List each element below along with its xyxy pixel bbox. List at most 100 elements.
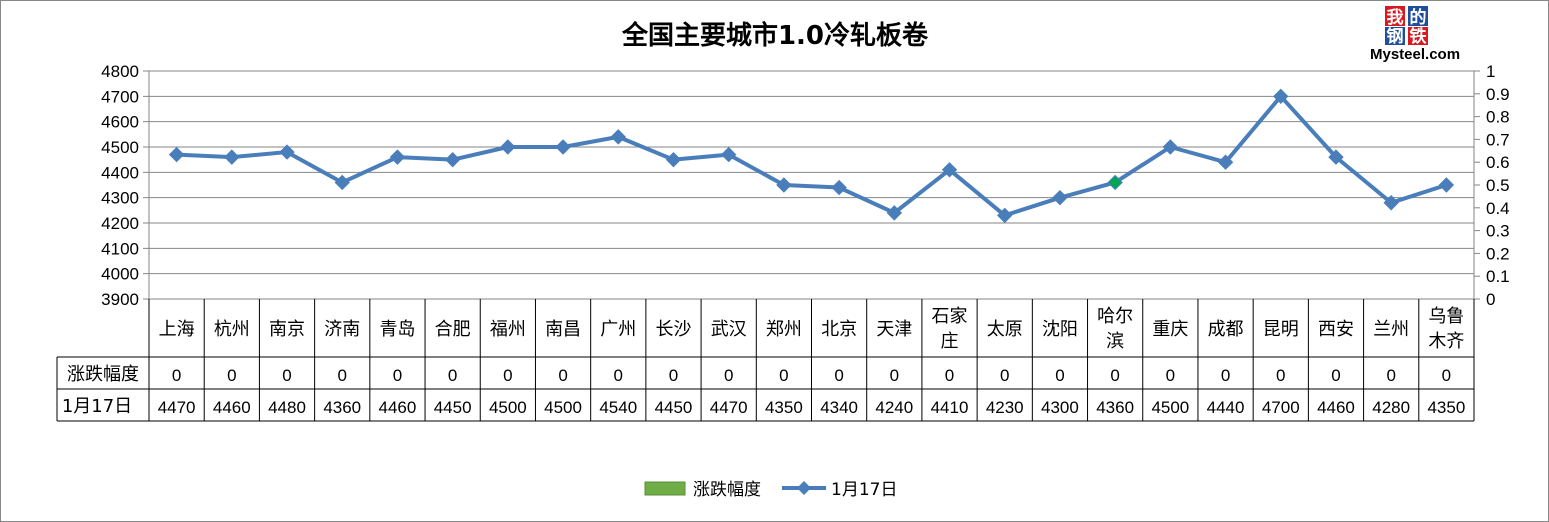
y-tick-label: 4500: [101, 138, 139, 157]
data-point-marker: [886, 205, 903, 221]
mysteel-logo: 我 的 钢 铁 Mysteel.com: [1370, 6, 1460, 63]
data-point-marker: [720, 146, 737, 163]
table-cell: 4350: [1427, 398, 1465, 417]
data-point-marker: [389, 149, 406, 165]
y2-tick-label: 0.4: [1486, 199, 1510, 218]
table-cell: 0: [945, 366, 954, 385]
table-cell: 0: [1386, 366, 1395, 385]
table-cell: 4450: [655, 398, 693, 417]
table-cell: 0: [1000, 366, 1009, 385]
y2-tick-label: 0.5: [1486, 176, 1510, 195]
y2-tick-label: 0.2: [1486, 244, 1510, 263]
legend-label: 1月17日: [831, 480, 897, 500]
x-tick-label: 乌鲁: [1428, 306, 1464, 327]
gridlines: [143, 70, 1474, 300]
x-tick-label: 北京: [821, 319, 857, 340]
table-cell: 4540: [599, 398, 637, 417]
logo-tile-1: [1385, 6, 1405, 26]
x-tick-label: 青岛: [379, 319, 415, 340]
legend: 涨跌幅度 1月17日: [644, 480, 897, 500]
table-cell: 0: [724, 366, 733, 385]
x-tick-label: 上海: [159, 319, 195, 340]
table-cell: 0: [503, 366, 512, 385]
y2-tick-label: 1: [1486, 62, 1495, 81]
legend-swatch-bar: [644, 481, 686, 496]
x-tick-label: 木齐: [1428, 331, 1464, 352]
data-point-marker: [665, 151, 682, 168]
data-point-marker: [1328, 149, 1344, 165]
table-cell: 0: [1331, 366, 1340, 385]
x-tick-label: 沈阳: [1042, 319, 1078, 340]
axes: [148, 70, 1480, 300]
x-tick-label: 广州: [600, 319, 636, 340]
x-tick-label: 福州: [490, 319, 526, 340]
x-tick-label: 庄: [941, 331, 959, 352]
series-line-1月17日: [168, 88, 1455, 224]
x-tick-label: 合肥: [435, 319, 471, 340]
x-tick-label: 武汉: [711, 319, 747, 340]
logo-text: Mysteel.com: [1370, 46, 1460, 63]
data-point-marker: [997, 207, 1013, 224]
table-cell: 4700: [1262, 398, 1300, 417]
table-row-header: 1月17日: [62, 396, 132, 417]
table-cell: 4440: [1207, 398, 1245, 417]
table-cell: 4470: [158, 398, 196, 417]
x-tick-label: 石家: [932, 306, 968, 327]
table-cell: 0: [558, 366, 567, 385]
table-row-header: 涨跌幅度: [67, 364, 139, 385]
logo-tile-3: [1385, 27, 1405, 45]
x-tick-label: 重庆: [1152, 319, 1188, 340]
logo-char-1: 我: [1387, 8, 1404, 28]
x-tick-label: 长沙: [655, 319, 691, 340]
table-cell: 4500: [489, 398, 527, 417]
table-cell: 0: [1055, 366, 1064, 385]
y-tick-label: 4000: [101, 265, 139, 284]
y-tick-label: 4400: [101, 163, 139, 182]
y2-tick-label: 0.8: [1486, 108, 1510, 127]
y2-tick-label: 0.9: [1486, 85, 1510, 104]
y-tick-label: 4200: [101, 214, 139, 233]
x-tick-label: 昆明: [1263, 319, 1299, 340]
y2-tick-label: 0.6: [1486, 153, 1510, 172]
table-cell: 4360: [323, 398, 361, 417]
table-cell: 0: [282, 366, 291, 385]
logo-char-3: 钢: [1387, 26, 1404, 47]
table-cell: 0: [1110, 366, 1119, 385]
y2-tick-label: 0.3: [1486, 222, 1510, 241]
data-point-marker: [610, 129, 626, 145]
y2-tick-label: 0.1: [1486, 267, 1510, 286]
table-cell: 4470: [710, 398, 748, 417]
table-cell: 0: [890, 366, 899, 385]
table-cell: 0: [1276, 366, 1285, 385]
logo-tile-4: [1408, 27, 1428, 45]
data-point-marker: [831, 179, 847, 196]
table-cell: 4460: [213, 398, 251, 417]
table-cell: 0: [1442, 366, 1451, 385]
data-point-marker: [1217, 154, 1234, 170]
table-cell: 0: [614, 366, 623, 385]
legend-swatch-marker: [797, 481, 811, 495]
table-cell: 0: [227, 366, 236, 385]
x-tick-label: 哈尔: [1097, 306, 1133, 327]
table-cell: 4410: [931, 398, 969, 417]
data-point-marker: [224, 149, 240, 165]
x-tick-label: 兰州: [1373, 319, 1409, 340]
table-cell: 0: [669, 366, 678, 385]
y-tick-label: 4300: [101, 189, 139, 208]
x-tick-label: 太原: [987, 319, 1023, 340]
table-cell: 0: [1221, 366, 1230, 385]
table-cell: 4340: [820, 398, 858, 417]
logo-tile-2: [1408, 6, 1428, 26]
logo-char-4: 铁: [1410, 26, 1427, 47]
legend-label: 涨跌幅度: [693, 480, 761, 500]
table-cell: 0: [834, 366, 843, 385]
logo-char-2: 的: [1410, 7, 1427, 28]
x-tick-label: 郑州: [766, 319, 802, 340]
series-line: [176, 94, 1448, 218]
y-tick-label: 4700: [101, 87, 139, 106]
data-point-marker: [776, 177, 792, 193]
table-cell: 4280: [1372, 398, 1410, 417]
table-cell: 4350: [765, 398, 803, 417]
